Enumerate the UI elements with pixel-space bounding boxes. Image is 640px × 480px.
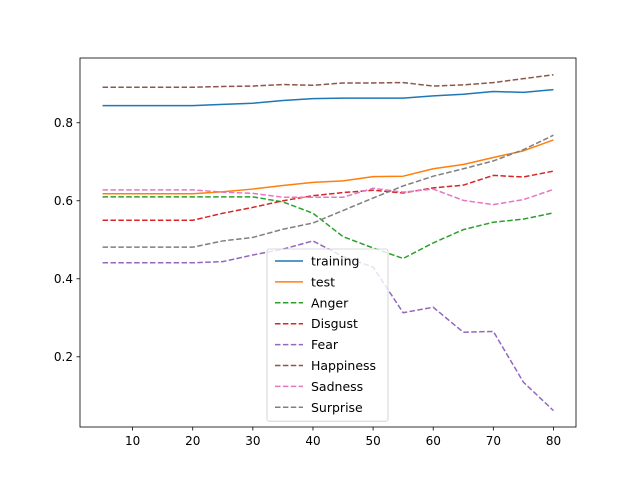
legend-label-surprise: Surprise: [311, 400, 363, 415]
y-tick-label-2: 0.6: [54, 194, 73, 208]
y-tick-label-3: 0.8: [54, 116, 73, 130]
y-axis: 0.2 0.4 0.6 0.8: [54, 116, 80, 364]
x-tick-label-10: 10: [125, 434, 140, 448]
legend: training test Anger Disgust Fear Happiness Sad…: [266, 248, 389, 422]
legend-label-test: test: [311, 274, 335, 289]
legend-label-anger: Anger: [311, 295, 349, 310]
legend-label-fear: Fear: [311, 337, 339, 352]
series-line-training: [102, 88, 554, 107]
x-axis: 10 20 30 40 50 60 70 80: [125, 427, 561, 448]
series-line-test: [102, 139, 554, 195]
x-tick-label-40: 40: [305, 434, 320, 448]
y-tick-label-0: 0.2: [54, 350, 73, 364]
series-line-sadness: [102, 187, 554, 206]
x-tick-label-60: 60: [426, 434, 441, 448]
x-tick-label-30: 30: [245, 434, 260, 448]
x-tick-label-50: 50: [365, 434, 380, 448]
x-tick-label-20: 20: [185, 434, 200, 448]
legend-label-disgust: Disgust: [311, 316, 358, 331]
x-tick-label-80: 80: [546, 434, 561, 448]
series-line-disgust: [102, 170, 554, 222]
legend-box: [266, 248, 389, 422]
series-line-happiness: [102, 74, 554, 88]
legend-label-sadness: Sadness: [311, 379, 363, 394]
series-line-surprise: [102, 134, 554, 248]
plot-frame: [79, 57, 577, 428]
series-line-anger: [102, 196, 554, 260]
x-tick-label-70: 70: [486, 434, 501, 448]
legend-label-happiness: Happiness: [311, 358, 376, 373]
y-tick-label-1: 0.4: [54, 272, 73, 286]
legend-label-training: training: [311, 254, 359, 269]
